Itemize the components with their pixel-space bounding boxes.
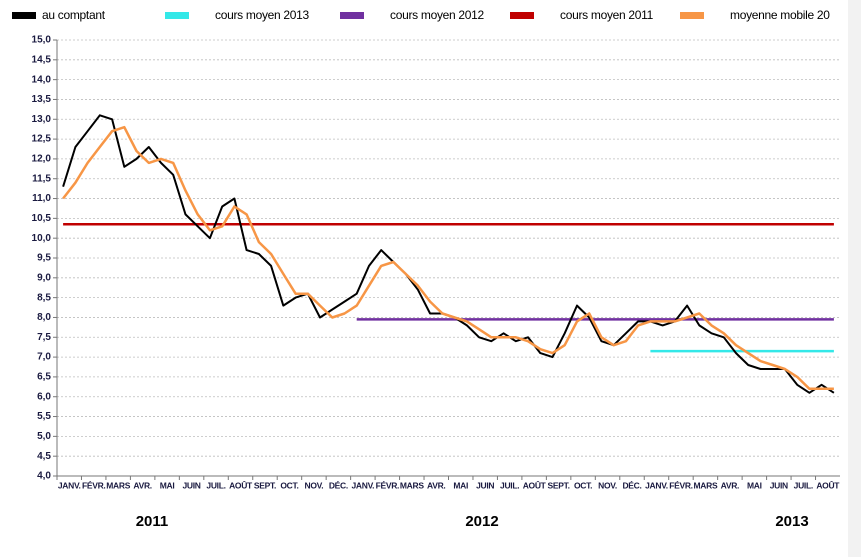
y-tick-label: 11,5 xyxy=(32,173,51,184)
x-tick-label: AOÛT xyxy=(229,479,253,490)
x-tick-label: FÉVR. xyxy=(82,480,106,490)
x-tick-label: JANV. xyxy=(351,480,374,490)
y-tick-label: 13,0 xyxy=(32,114,52,125)
legend-label: cours moyen 2013 xyxy=(215,8,310,22)
y-tick-label: 10,5 xyxy=(32,213,52,224)
x-tick-label: MAI xyxy=(453,480,468,490)
x-tick-label: DÉC. xyxy=(329,480,348,490)
y-tick-label: 4,0 xyxy=(37,471,51,482)
y-tick-label: 7,0 xyxy=(37,352,51,363)
x-tick-label: MARS xyxy=(694,480,718,490)
x-tick-label: MAI xyxy=(160,480,175,490)
x-tick-label: JUIN xyxy=(476,480,494,490)
x-tick-label: MARS xyxy=(106,480,130,490)
legend-swatch xyxy=(12,12,36,19)
y-tick-label: 14,5 xyxy=(32,54,52,65)
x-tick-label: AVR. xyxy=(427,480,445,490)
y-tick-label: 14,0 xyxy=(32,74,52,85)
x-tick-label: AVR. xyxy=(721,480,739,490)
legend-swatch xyxy=(680,12,704,19)
y-tick-label: 6,5 xyxy=(37,372,51,383)
legend-swatch xyxy=(165,12,189,19)
margin xyxy=(848,0,861,557)
y-tick-label: 4,5 xyxy=(37,451,51,462)
x-tick-label: JUIL. xyxy=(206,480,225,490)
x-tick-label: MARS xyxy=(400,480,424,490)
x-tick-label: FÉVR. xyxy=(669,480,693,490)
y-tick-label: 12,0 xyxy=(32,154,52,165)
x-tick-label: JUIL. xyxy=(500,480,519,490)
y-tick-label: 5,5 xyxy=(37,411,51,422)
y-tick-label: 13,5 xyxy=(32,94,52,105)
x-tick-label: OCT. xyxy=(280,480,298,490)
x-tick-label: OCT. xyxy=(574,480,592,490)
x-tick-label: DÉC. xyxy=(622,480,641,490)
y-tick-label: 6,0 xyxy=(37,391,51,402)
x-tick-label: SEPT. xyxy=(254,480,276,490)
x-tick-label: JUIL. xyxy=(794,480,813,490)
y-tick-label: 7,5 xyxy=(37,332,51,343)
y-tick-label: 9,5 xyxy=(37,253,51,264)
x-tick-label: AOÛT xyxy=(816,479,840,490)
x-tick-label: MAI xyxy=(747,480,762,490)
legend-swatch xyxy=(340,12,364,19)
x-tick-label: SEPT. xyxy=(548,480,570,490)
x-tick-label: JANV. xyxy=(645,480,668,490)
year-label: 2012 xyxy=(465,513,498,530)
x-tick-label: AOÛT xyxy=(523,479,547,490)
x-tick-label: NOV. xyxy=(305,480,324,490)
x-tick-label: NOV. xyxy=(598,480,617,490)
year-label: 2013 xyxy=(775,513,808,530)
x-tick-label: JUIN xyxy=(770,480,788,490)
year-label: 2011 xyxy=(136,513,169,530)
x-tick-label: JANV. xyxy=(58,480,81,490)
legend-label: cours moyen 2011 xyxy=(560,8,654,22)
y-tick-label: 8,0 xyxy=(37,312,51,323)
y-tick-label: 5,0 xyxy=(37,431,51,442)
y-tick-label: 8,5 xyxy=(37,292,51,303)
legend-label: moyenne mobile 20 xyxy=(730,8,830,22)
y-tick-label: 9,0 xyxy=(37,272,51,283)
x-tick-label: AVR. xyxy=(133,480,151,490)
y-tick-label: 11,0 xyxy=(32,193,51,204)
legend-label: au comptant xyxy=(42,8,106,22)
y-tick-label: 12,5 xyxy=(32,134,52,145)
x-tick-label: FÉVR. xyxy=(376,480,400,490)
legend-swatch xyxy=(510,12,534,19)
legend-label: cours moyen 2012 xyxy=(390,8,485,22)
y-tick-label: 15,0 xyxy=(32,35,52,46)
series-line xyxy=(62,125,834,391)
y-tick-label: 10,0 xyxy=(32,233,52,244)
x-tick-label: JUIN xyxy=(182,480,200,490)
